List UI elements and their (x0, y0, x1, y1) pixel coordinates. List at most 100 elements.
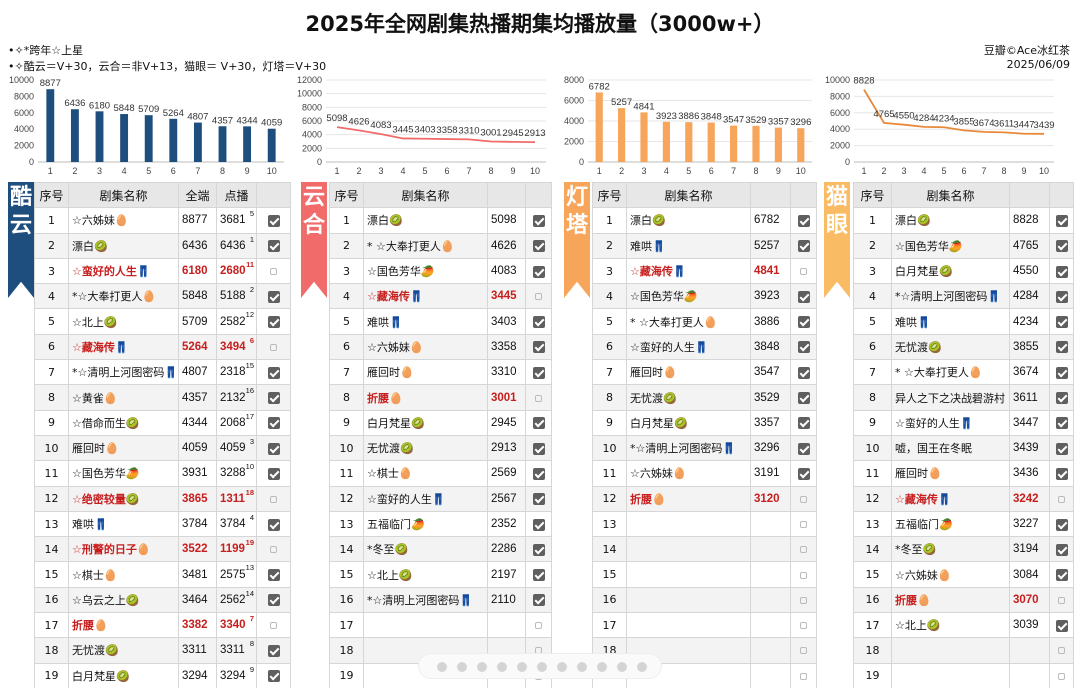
row-rank: 14 (329, 536, 364, 563)
checkbox-checked-icon[interactable] (1055, 366, 1068, 379)
checkbox-checked-icon[interactable] (532, 594, 545, 607)
checkbox-checked-icon[interactable] (1055, 417, 1068, 430)
checkbox-checked-icon[interactable] (532, 240, 545, 253)
checkbox-checked-icon[interactable] (267, 670, 280, 683)
checkbox-checked-icon[interactable] (797, 316, 810, 329)
checkbox-checked-icon[interactable] (1055, 442, 1068, 455)
row-rank: 16 (853, 586, 892, 614)
x-tick-label: 5 (686, 166, 691, 176)
checkbox-empty-icon[interactable] (800, 521, 807, 528)
checkbox-checked-icon[interactable] (532, 569, 545, 582)
table-row: 8 无忧渡🥝 3529 (592, 384, 817, 411)
checkbox-checked-icon[interactable] (267, 316, 280, 329)
checkbox-checked-icon[interactable] (532, 442, 545, 455)
checkbox-checked-icon[interactable] (1055, 543, 1068, 556)
data-label: 4059 (261, 118, 282, 129)
checkbox-checked-icon[interactable] (1055, 240, 1068, 253)
data-label: 3674 (973, 118, 994, 129)
checkbox-checked-icon[interactable] (267, 442, 280, 455)
checkbox-checked-icon[interactable] (532, 214, 545, 227)
checkbox-checked-icon[interactable] (267, 594, 280, 607)
checkbox-empty-icon[interactable] (800, 622, 807, 630)
checkbox-checked-icon[interactable] (532, 417, 545, 430)
vod-value: 2132 (220, 391, 246, 404)
checkbox-empty-icon[interactable] (1058, 647, 1065, 655)
data-label: 8877 (40, 78, 61, 89)
checkbox-empty-icon[interactable] (800, 268, 807, 276)
checkbox-checked-icon[interactable] (1055, 569, 1068, 582)
checkbox-checked-icon[interactable] (797, 392, 810, 405)
checkbox-checked-icon[interactable] (797, 240, 810, 253)
checkbox-empty-icon[interactable] (800, 495, 807, 503)
checkbox-checked-icon[interactable] (532, 518, 545, 531)
checkbox-checked-icon[interactable] (267, 290, 280, 303)
checkbox-empty-icon[interactable] (270, 622, 277, 630)
checkbox-checked-icon[interactable] (1055, 619, 1068, 632)
checkbox-checked-icon[interactable] (267, 644, 280, 657)
drama-name: 折腰🥚 (363, 384, 488, 411)
vod-value: 3681 (220, 214, 246, 227)
checkbox-checked-icon[interactable] (532, 493, 545, 506)
check-cell (256, 257, 291, 285)
checkbox-checked-icon[interactable] (532, 467, 545, 480)
checkbox-empty-icon[interactable] (800, 596, 807, 604)
x-tick-label: 1 (334, 166, 339, 176)
checkbox-empty-icon[interactable] (535, 394, 542, 402)
table-row: 1 漂白🥝 8828 (853, 207, 1074, 234)
row-rank: 6 (853, 333, 892, 361)
checkbox-checked-icon[interactable] (1055, 341, 1068, 354)
checkbox-checked-icon[interactable] (797, 417, 810, 430)
checkbox-checked-icon[interactable] (797, 290, 810, 303)
checkbox-empty-icon[interactable] (800, 546, 807, 554)
checkbox-checked-icon[interactable] (797, 366, 810, 379)
checkbox-checked-icon[interactable] (532, 265, 545, 278)
bar (144, 115, 153, 162)
checkbox-empty-icon[interactable] (270, 546, 277, 554)
checkbox-empty-icon[interactable] (535, 622, 542, 630)
row-rank: 1 (329, 207, 364, 234)
checkbox-empty-icon[interactable] (800, 571, 807, 579)
checkbox-empty-icon[interactable] (270, 268, 277, 276)
checkbox-checked-icon[interactable] (797, 214, 810, 227)
checkbox-checked-icon[interactable] (797, 341, 810, 354)
checkbox-checked-icon[interactable] (267, 240, 280, 253)
checkbox-checked-icon[interactable] (1055, 290, 1068, 303)
checkbox-checked-icon[interactable] (532, 341, 545, 354)
checkbox-checked-icon[interactable] (1055, 316, 1068, 329)
checkbox-checked-icon[interactable] (1055, 392, 1068, 405)
checkbox-empty-icon[interactable] (1058, 672, 1065, 680)
checkbox-checked-icon[interactable] (797, 467, 810, 480)
col-header (487, 181, 526, 209)
checkbox-checked-icon[interactable] (1055, 214, 1068, 227)
vod-value: 1199 (220, 543, 245, 556)
checkbox-empty-icon[interactable] (1058, 596, 1065, 604)
row-rank: 3 (853, 257, 892, 285)
checkbox-checked-icon[interactable] (797, 442, 810, 455)
checkbox-empty-icon[interactable] (800, 672, 807, 680)
checkbox-checked-icon[interactable] (267, 518, 280, 531)
checkbox-checked-icon[interactable] (532, 366, 545, 379)
checkbox-checked-icon[interactable] (267, 467, 280, 480)
checkbox-empty-icon[interactable] (800, 647, 807, 655)
x-tick-label: 1 (48, 166, 53, 176)
checkbox-checked-icon[interactable] (267, 392, 280, 405)
checkbox-checked-icon[interactable] (267, 214, 280, 227)
checkbox-empty-icon[interactable] (270, 495, 277, 503)
checkbox-checked-icon[interactable] (532, 316, 545, 329)
y-tick-label: 4000 (830, 124, 850, 134)
checkbox-checked-icon[interactable] (532, 543, 545, 556)
drama-name: 无忧渡🥝 (68, 637, 179, 664)
checkbox-checked-icon[interactable] (1055, 265, 1068, 278)
y-tick-label: 4000 (564, 116, 584, 126)
checkbox-checked-icon[interactable] (1055, 467, 1068, 480)
checkbox-checked-icon[interactable] (267, 366, 280, 379)
row-rank: 7 (853, 359, 892, 386)
checkbox-empty-icon[interactable] (1058, 495, 1065, 503)
check-cell (790, 485, 817, 512)
checkbox-checked-icon[interactable] (1055, 518, 1068, 531)
table-row: 6 无忧渡🥝 3855 (853, 333, 1074, 361)
checkbox-empty-icon[interactable] (270, 343, 277, 351)
checkbox-checked-icon[interactable] (267, 569, 280, 582)
checkbox-empty-icon[interactable] (535, 293, 542, 301)
checkbox-checked-icon[interactable] (267, 417, 280, 430)
